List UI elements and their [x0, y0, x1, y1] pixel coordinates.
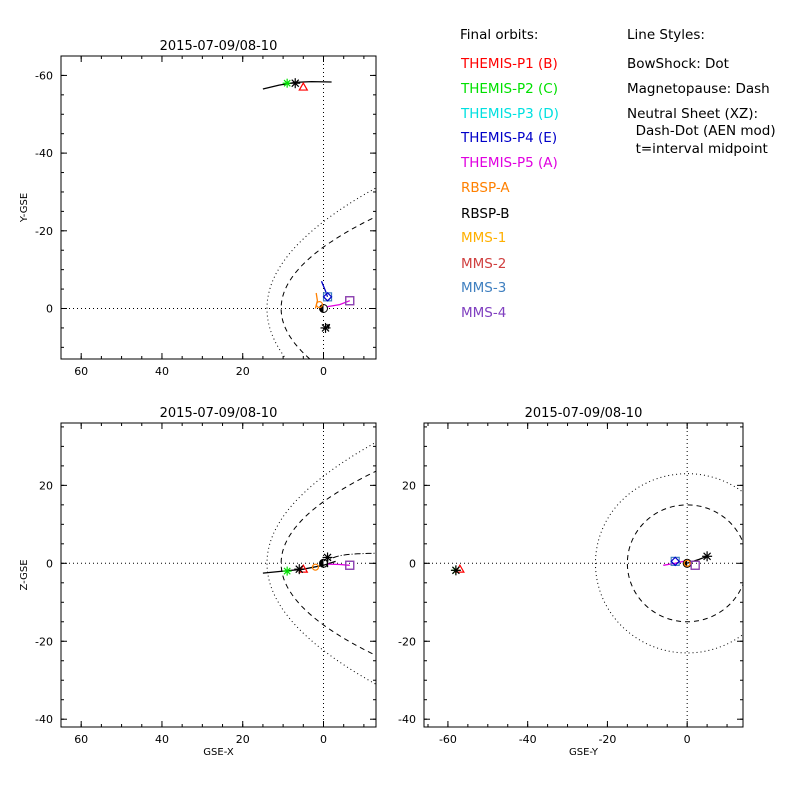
x-tick-label: 0 [320, 733, 327, 746]
marker-themis-p2-c [282, 78, 292, 88]
x-axis-label: GSE-X [203, 747, 234, 758]
marker-rbsp-a [315, 301, 324, 309]
orbit-track [314, 292, 319, 309]
orbit-track [320, 281, 329, 298]
marker-themis-p1-b [298, 81, 309, 91]
marker-themis-p4-e [670, 556, 681, 567]
marker-mms-3 [322, 292, 333, 302]
x-tick-label: 60 [74, 733, 88, 746]
marker-rbsp-b [290, 78, 301, 89]
orbit-track [663, 560, 684, 566]
x-axis-label: GSE-Y [569, 747, 599, 758]
marker-themis-p2-c [282, 566, 292, 576]
y-tick-label: -40 [35, 713, 53, 726]
chart-title: 2015-07-09/08-10 [160, 406, 278, 421]
y-tick-label: 0 [409, 557, 416, 570]
y-tick-label: -20 [35, 635, 53, 648]
x-tick-label: -20 [598, 733, 616, 746]
star-stroke [295, 565, 304, 574]
marker-mms-4 [690, 560, 700, 570]
y-tick-label: 0 [46, 303, 53, 316]
marker-rbsp-a [311, 563, 320, 571]
marker-rbsp-a [683, 559, 691, 567]
chart-panel-3: 2015-07-09/08-10 -60 -40 -20 0 20 0 -20 -40 GSE-Y [398, 406, 744, 758]
x-tick-label: -60 [439, 733, 457, 746]
star-stroke [321, 323, 330, 332]
y-tick-label: -40 [398, 713, 416, 726]
y-tick-label: -40 [35, 147, 53, 160]
plot-frame [423, 422, 744, 728]
marker-mms-2 [690, 560, 700, 570]
x-tick-label: 0 [320, 365, 327, 378]
bow-shock-curve [266, 187, 376, 359]
magnetopause-curve [280, 216, 376, 359]
plot-area [424, 423, 743, 727]
plot-frame [60, 422, 377, 728]
chart-panel-1: 2015-07-09/08-10 60 40 20 0 -60 -40 -20 0 Y-GSE [19, 39, 377, 378]
star-stroke [283, 567, 291, 575]
x-tick-label: 60 [74, 365, 88, 378]
orbit-track [327, 300, 351, 308]
marker-mms-4 [345, 296, 355, 306]
marker-rbsp-b [294, 564, 305, 575]
chart-title: 2015-07-09/08-10 [160, 39, 278, 54]
y-axis-label: Z-GSE [19, 559, 30, 590]
x-tick-label: 20 [236, 733, 250, 746]
y-tick-label: 0 [46, 557, 53, 570]
plot-area [61, 423, 376, 727]
star-stroke [703, 552, 712, 561]
plot-area [61, 56, 376, 359]
endpoint-star [702, 551, 713, 562]
marker-themis-p4-e [322, 291, 333, 302]
chart-title: 2015-07-09/08-10 [525, 406, 643, 421]
x-tick-label: 0 [684, 733, 691, 746]
chart-panel-2: 2015-07-09/08-10 60 40 20 0 20 0 -20 -40 GSE-X Z-G… [19, 406, 377, 758]
y-tick-label: -20 [398, 635, 416, 648]
orbit-track [327, 563, 350, 566]
star-stroke [291, 79, 300, 88]
earth-night-side [683, 559, 688, 568]
star-stroke [283, 79, 291, 87]
x-tick-label: 40 [155, 733, 169, 746]
star-stroke [323, 553, 332, 562]
y-tick-label: -60 [35, 69, 53, 82]
marker-rbsp-b [450, 565, 461, 576]
plot-frame [60, 55, 377, 360]
x-tick-label: -40 [519, 733, 537, 746]
endpoint-star [322, 552, 333, 563]
y-tick-label: -20 [35, 225, 53, 238]
x-tick-label: 40 [155, 365, 169, 378]
neutral-sheet-curve [323, 552, 376, 564]
x-tick-label: 20 [236, 365, 250, 378]
bow-shock-curve [594, 473, 743, 654]
marker-mms-4 [345, 560, 355, 570]
endpoint-star [320, 322, 331, 333]
magnetopause-curve [626, 504, 743, 623]
y-axis-label: Y-GSE [19, 193, 30, 223]
y-tick-label: 20 [402, 479, 416, 492]
y-tick-label: 20 [39, 479, 53, 492]
star-stroke [451, 566, 460, 575]
